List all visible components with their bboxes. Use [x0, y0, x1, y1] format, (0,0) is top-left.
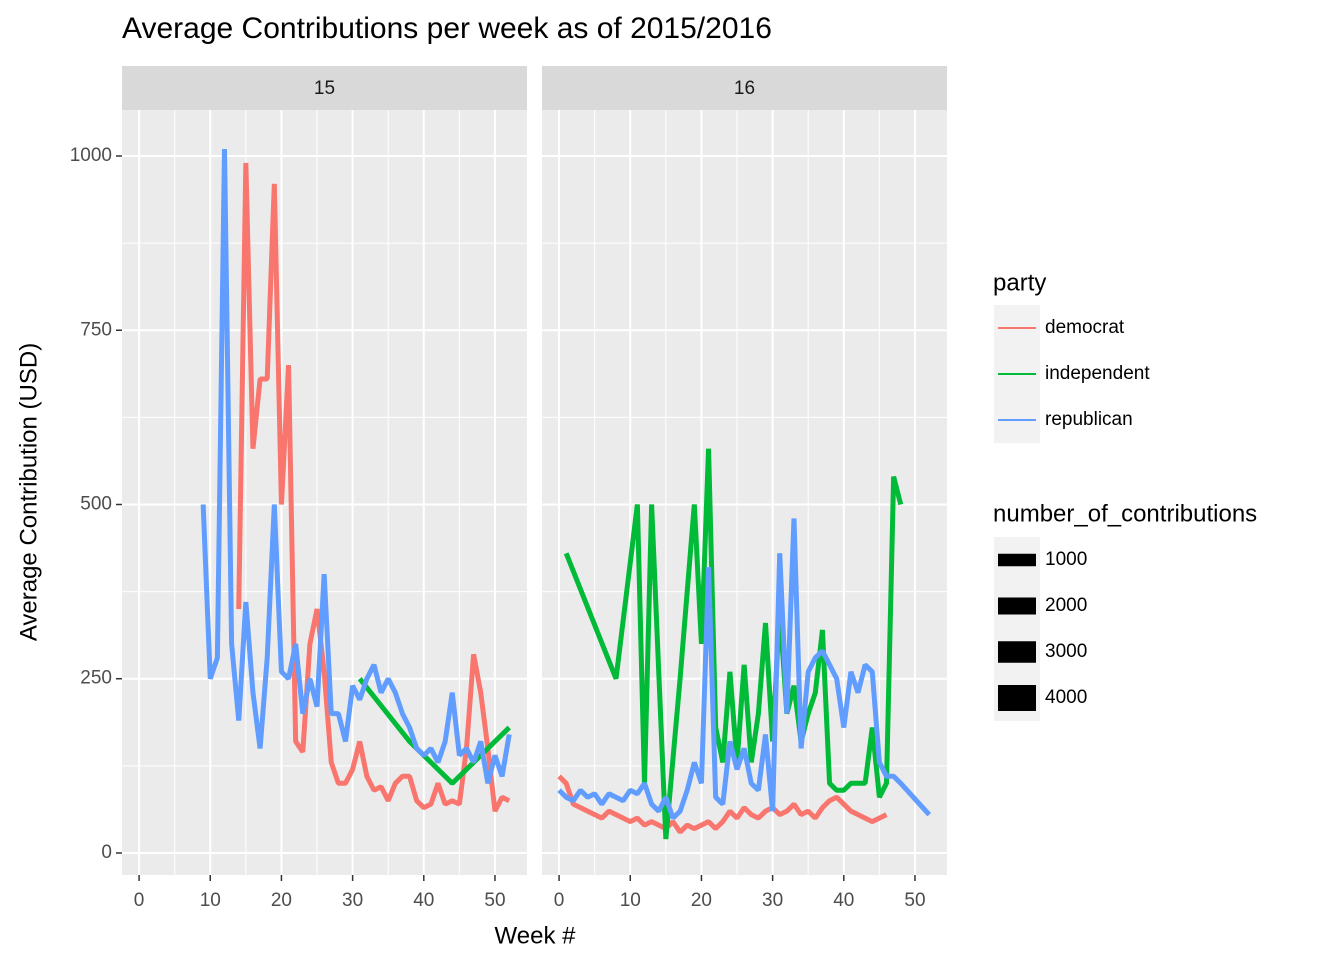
legend-label: 4000	[1045, 687, 1087, 708]
legend-label: 3000	[1045, 641, 1087, 662]
data-line	[557, 774, 888, 834]
y-tick-label: 750	[80, 319, 112, 340]
legend-swatch	[998, 553, 1036, 567]
x-tick-label: 20	[271, 890, 292, 911]
x-tick-label: 10	[620, 890, 641, 911]
y-tick-label: 1000	[70, 145, 112, 166]
strip	[122, 66, 527, 110]
legend-swatch	[998, 685, 1036, 711]
x-tick-label: 30	[342, 890, 363, 911]
y-tick-label: 0	[101, 842, 112, 863]
x-tick-label: 50	[904, 890, 925, 911]
legend-swatch	[998, 597, 1036, 615]
legend-label: 1000	[1045, 549, 1087, 570]
y-tick-label: 250	[80, 668, 112, 689]
x-tick-label: 0	[554, 890, 565, 911]
x-tick-label: 0	[134, 890, 145, 911]
legend-label: republican	[1045, 409, 1133, 430]
data-line	[557, 518, 932, 820]
data-line	[200, 148, 512, 784]
chart-title: Average Contributions per week as of 201…	[122, 12, 772, 45]
strip-label: 16	[734, 78, 755, 99]
data-line	[236, 162, 511, 813]
x-tick-label: 10	[200, 890, 221, 911]
x-tick-label: 30	[762, 890, 783, 911]
x-axis-title: Week #	[495, 922, 577, 949]
legend-label: 2000	[1045, 595, 1087, 616]
legend-label: independent	[1045, 363, 1150, 384]
legend-swatch	[998, 641, 1036, 663]
x-tick-label: 40	[413, 890, 434, 911]
x-tick-label: 50	[484, 890, 505, 911]
x-tick-label: 40	[833, 890, 854, 911]
strip	[542, 66, 947, 110]
strip-label: 15	[314, 78, 335, 99]
legend-title: party	[993, 269, 1046, 296]
legend-title: number_of_contributions	[993, 500, 1257, 527]
x-tick-label: 20	[691, 890, 712, 911]
y-axis-title: Average Contribution (USD)	[15, 343, 42, 641]
y-tick-label: 500	[80, 494, 112, 515]
legend-label: democrat	[1045, 317, 1125, 338]
